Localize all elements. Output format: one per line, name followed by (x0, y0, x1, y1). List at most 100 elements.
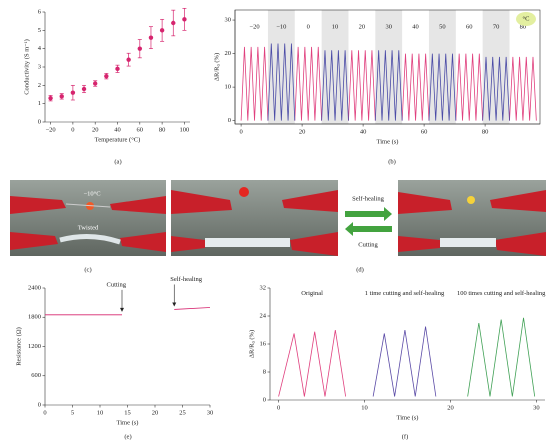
x-tick-label: 30 (207, 409, 214, 416)
unit-badge: °C (523, 15, 530, 22)
x-tick-label: 15 (124, 409, 131, 416)
point (171, 20, 176, 26)
y-tick-label: 0 (38, 118, 41, 125)
line (467, 317, 536, 397)
y-tick-label: 1800 (28, 314, 41, 321)
point (148, 35, 154, 40)
segment-label: 80 (520, 23, 527, 30)
x-tick-label: 80 (482, 128, 489, 135)
series-label-box: 100 times cutting and self-healing (456, 290, 546, 297)
panel-label: (f) (402, 433, 409, 440)
segment-label: 20 (359, 23, 366, 30)
x-tick-label: 20 (152, 409, 159, 416)
y-tick-label: 6 (38, 8, 42, 15)
y-tick-label: 5 (38, 27, 41, 34)
shaded-band (482, 10, 510, 124)
arrow-head (120, 307, 124, 312)
x-tick-label: 60 (137, 126, 144, 133)
panel-label: (e) (124, 433, 131, 440)
segment-label: −20 (249, 23, 259, 30)
y-tick-label: 16 (260, 340, 267, 347)
y-axis-title: ΔR/R₀ (%) (213, 53, 220, 81)
line (372, 326, 437, 397)
point (159, 28, 165, 33)
x-axis-title: Time (s) (377, 138, 399, 145)
y-tick-label: 30 (225, 17, 232, 24)
x-tick-label: 5 (71, 409, 74, 416)
y-tick-label: 10 (225, 84, 232, 91)
x-tick-label: 60 (421, 128, 428, 135)
line (267, 43, 510, 121)
x-tick-label: 40 (360, 128, 367, 135)
series-label-box: 1 time cutting and self-healing (364, 290, 445, 297)
arrow-label: Cutting (358, 241, 378, 248)
photo-d-left (171, 180, 338, 256)
x-tick-label: 25 (179, 409, 186, 416)
y-axis-title: Resistance (Ω) (15, 327, 22, 366)
panel-label: (d) (356, 266, 364, 273)
series-label: 100 times cutting and self-healing (456, 290, 546, 297)
segment-label: 60 (466, 23, 473, 30)
x-tick-label: 0 (277, 404, 280, 411)
badge (516, 12, 536, 26)
panel-label: (a) (114, 158, 121, 165)
point (104, 73, 109, 79)
series-label-box: Original (301, 290, 323, 297)
x-tick-label: −20 (45, 126, 55, 133)
point (126, 57, 131, 62)
y-axis-title: Conductivity (S m⁻¹) (23, 39, 30, 95)
y-tick-label: 20 (225, 50, 232, 57)
x-tick-label: 40 (114, 126, 121, 133)
photo-c: −10°C Twisted (10, 180, 166, 256)
y-tick-label: 0 (228, 117, 231, 124)
segment-label: −10 (276, 23, 286, 30)
annotation: Cutting (106, 281, 126, 288)
x-tick-label: 20 (299, 128, 306, 135)
series-label: Original (301, 290, 323, 297)
y-tick-label: 3 (38, 63, 41, 70)
line (45, 307, 211, 316)
y-axis-title: ΔR/R₀ (%) (248, 330, 255, 358)
series-label: 1 time cutting and self-healing (364, 290, 445, 297)
y-tick-label: 0 (263, 396, 266, 403)
x-tick-label: 80 (159, 126, 166, 133)
y-tick-label: 2400 (28, 284, 41, 291)
y-tick-label: 0 (38, 401, 41, 408)
x-tick-label: 20 (447, 404, 454, 411)
point (70, 90, 76, 95)
x-tick-label: 0 (43, 409, 46, 416)
shaded-band (428, 10, 456, 124)
arrow-label: Self-healing (352, 195, 385, 202)
point (137, 46, 143, 51)
y-tick-label: 24 (260, 312, 267, 319)
x-tick-label: 0 (71, 126, 74, 133)
annotation: Self-healing (170, 276, 203, 283)
segment-label: 0 (307, 23, 310, 30)
photo-d-right (398, 180, 546, 256)
y-tick-label: 8 (263, 368, 266, 375)
x-axis-title: Time (s) (397, 414, 419, 421)
segment-label: 70 (493, 23, 500, 30)
arrow-head (172, 302, 177, 307)
panel-label: (c) (84, 266, 91, 273)
panel-label: (b) (388, 158, 396, 165)
segment-label: 40 (412, 23, 419, 30)
point (59, 94, 64, 99)
photo-annotation: Twisted (78, 224, 99, 231)
y-tick-label: 1200 (28, 343, 41, 350)
segment-label: 30 (385, 23, 392, 30)
x-axis-title: Temperature (°C) (95, 136, 141, 143)
point (115, 66, 120, 72)
x-tick-label: 100 (180, 126, 190, 133)
y-tick-label: 1 (38, 100, 41, 107)
x-tick-label: 30 (533, 404, 540, 411)
y-tick-label: 2 (38, 82, 41, 89)
segment-label: 50 (439, 23, 446, 30)
segment-label: 10 (332, 23, 339, 30)
x-tick-label: 20 (92, 126, 99, 133)
photo-annotation: −10°C (83, 190, 100, 197)
x-tick-label: 10 (97, 409, 104, 416)
x-axis-title: Time (s) (117, 419, 139, 426)
y-tick-label: 32 (260, 284, 267, 291)
